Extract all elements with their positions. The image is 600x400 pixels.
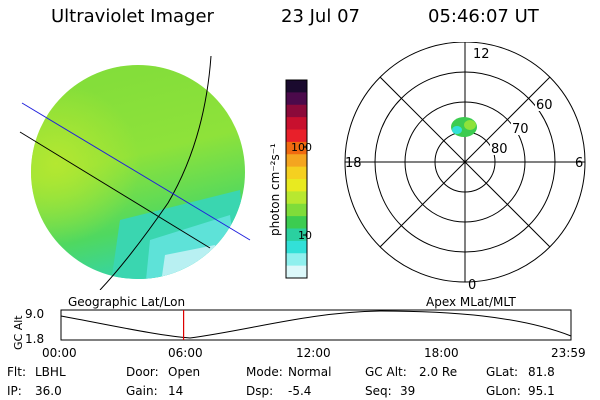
colorbar-segment	[286, 154, 307, 168]
colorbar-segment	[286, 240, 307, 254]
altitude-ytick-bottom: 1.8	[25, 332, 44, 346]
info-door-value: Open	[168, 365, 201, 379]
info-mode-value: Normal	[288, 365, 332, 379]
xtick-2359: 23:59	[551, 346, 586, 360]
info-gcalt-value: 2.0 Re	[419, 365, 458, 379]
info-glon-value: 95.1	[528, 384, 555, 398]
altitude-ylabel: GC Alt	[12, 315, 25, 350]
colorbar-segment	[286, 253, 307, 267]
info-glat-value: 81.8	[528, 365, 555, 379]
info-mode-key: Mode:	[246, 365, 283, 379]
terminator-line	[21, 102, 251, 241]
colorbar-segment	[286, 141, 307, 155]
xtick-1800: 18:00	[424, 346, 459, 360]
colorbar-segment	[286, 265, 307, 279]
colorbar-segment	[286, 179, 307, 192]
lat-label-70: 70	[512, 122, 529, 137]
colorbar: 100 10 photon cm⁻²s⁻¹	[268, 79, 312, 279]
geographic-image	[19, 55, 251, 290]
info-glat-key: GLat:	[486, 365, 519, 379]
info-gain-value: 14	[168, 384, 184, 398]
info-gain-key: Gain:	[126, 384, 158, 398]
colorbar-segment	[286, 203, 307, 217]
mlt-label-6: 6	[575, 156, 583, 171]
mlt-label-0: 0	[468, 278, 476, 292]
info-door-key: Door:	[126, 365, 159, 379]
image-disk	[31, 65, 245, 279]
xtick-0000: 00:00	[42, 346, 77, 360]
info-gcalt-key: GC Alt:	[365, 365, 407, 379]
info-ip-key: IP:	[7, 384, 22, 398]
auroral-patch	[451, 117, 477, 137]
colorbar-segment	[286, 92, 307, 106]
colorbar-segment	[286, 104, 307, 118]
info-ip-value: 36.0	[35, 384, 62, 398]
colorbar-segment	[286, 191, 307, 205]
altitude-plot: GC Alt 9.0 1.8	[12, 307, 572, 350]
colorbar-segment	[286, 80, 307, 93]
mlt-label-18: 18	[345, 156, 362, 171]
altitude-frame	[60, 309, 572, 341]
time-label: 05:46:07 UT	[428, 6, 539, 27]
date-label: 23 Jul 07	[281, 6, 360, 27]
colorbar-tick-100: 100	[291, 141, 312, 154]
colorbar-segment	[286, 129, 307, 143]
altitude-curve	[60, 310, 572, 339]
polar-plot: 12 18 6 0 60 70 80	[344, 42, 586, 292]
colorbar-scale	[285, 79, 308, 279]
colorbar-label: photon cm⁻²s⁻¹	[268, 143, 282, 236]
lat-label-80: 80	[491, 142, 508, 157]
colorbar-segment	[286, 117, 307, 131]
colorbar-segment	[286, 216, 307, 230]
info-seq-value: 39	[400, 384, 416, 398]
latitude-line	[19, 131, 211, 249]
colorbar-segment	[286, 166, 307, 180]
altitude-ytick-top: 9.0	[25, 307, 44, 321]
info-dsp-key: Dsp:	[246, 384, 274, 398]
colorbar-segment	[286, 228, 307, 242]
info-dsp-value: -5.4	[288, 384, 312, 398]
xtick-0600: 06:00	[168, 346, 203, 360]
info-flt-value: LBHL	[35, 365, 66, 379]
app-title: Ultraviolet Imager	[51, 6, 214, 27]
lat-label-60: 60	[536, 98, 553, 113]
colorbar-frame	[285, 79, 308, 279]
polar-diag-2	[379, 76, 551, 248]
colorbar-tick-10: 10	[298, 229, 312, 242]
info-glon-key: GLon:	[486, 384, 521, 398]
info-flt-key: Flt:	[7, 365, 26, 379]
xtick-1200: 12:00	[296, 346, 331, 360]
mlt-label-12: 12	[473, 47, 490, 62]
geographic-label: Geographic Lat/Lon	[68, 295, 186, 309]
meridian-line	[99, 55, 212, 290]
apex-label: Apex MLat/MLT	[426, 295, 516, 309]
info-seq-key: Seq:	[365, 384, 392, 398]
